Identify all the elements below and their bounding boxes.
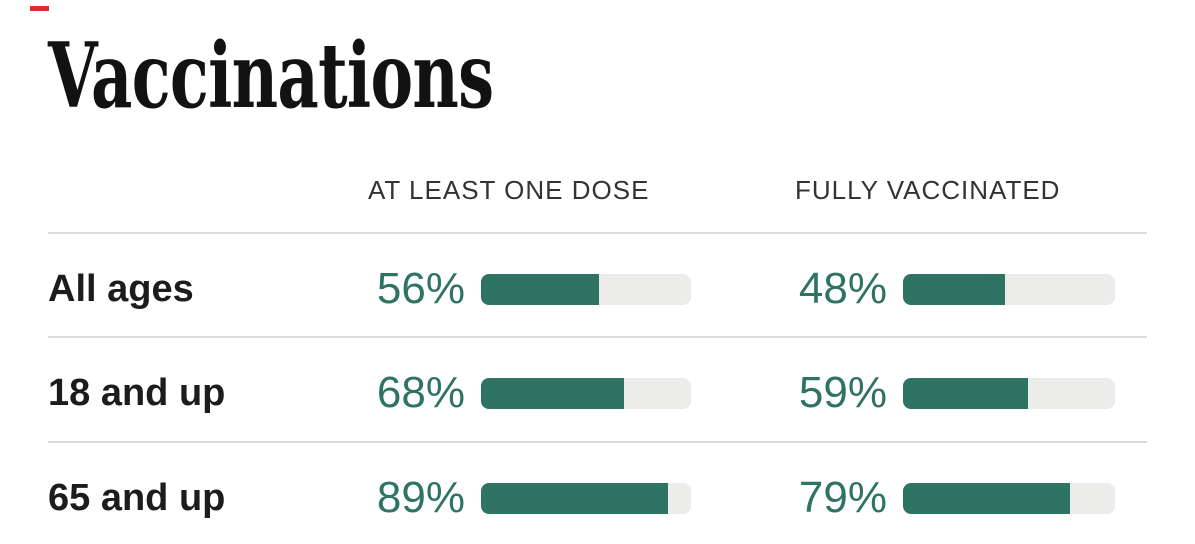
table-row-all-ages: All ages 56% 48% [0, 233, 1195, 337]
fully-vaccinated-bar-fill [903, 377, 1029, 409]
one-dose-percent: 56% [376, 264, 465, 313]
column-header-fully-vaccinated: FULLY VACCINATED [795, 175, 1061, 205]
one-dose-bar-track [481, 273, 691, 305]
fully-vaccinated-cell: 79% [790, 442, 1115, 544]
one-dose-cell: 56% [368, 233, 691, 337]
fully-vaccinated-percent: 48% [798, 264, 887, 313]
row-label: All ages [48, 267, 194, 310]
one-dose-bar-track [481, 377, 691, 409]
one-dose-bar-fill [481, 482, 668, 514]
row-label: 18 and up [48, 371, 226, 414]
one-dose-bar-track [481, 482, 691, 514]
page-title: Vaccinations [48, 23, 494, 129]
one-dose-percent: 68% [376, 368, 465, 417]
row-separator [48, 441, 1147, 443]
fully-vaccinated-bar-fill [903, 482, 1071, 514]
fully-vaccinated-bar-track [903, 377, 1115, 409]
one-dose-bar-fill [481, 273, 599, 305]
row-separator [48, 232, 1147, 234]
one-dose-cell: 68% [368, 337, 691, 441]
table-row-18-and-up: 18 and up 68% 59% [0, 337, 1195, 441]
fully-vaccinated-bar-fill [903, 273, 1005, 305]
one-dose-percent: 89% [376, 473, 465, 522]
table-row-65-and-up: 65 and up 89% 79% [0, 442, 1195, 544]
fully-vaccinated-cell: 59% [790, 337, 1115, 441]
fully-vaccinated-bar-track [903, 273, 1115, 305]
fully-vaccinated-bar-track [903, 482, 1115, 514]
one-dose-bar-fill [481, 377, 624, 409]
section-accent-dash [30, 6, 49, 11]
column-header-at-least-one-dose: AT LEAST ONE DOSE [368, 175, 650, 205]
row-separator [48, 336, 1147, 338]
row-label: 65 and up [48, 476, 226, 519]
fully-vaccinated-percent: 79% [798, 473, 887, 522]
fully-vaccinated-cell: 48% [790, 233, 1115, 337]
one-dose-cell: 89% [368, 442, 691, 544]
fully-vaccinated-percent: 59% [798, 368, 887, 417]
